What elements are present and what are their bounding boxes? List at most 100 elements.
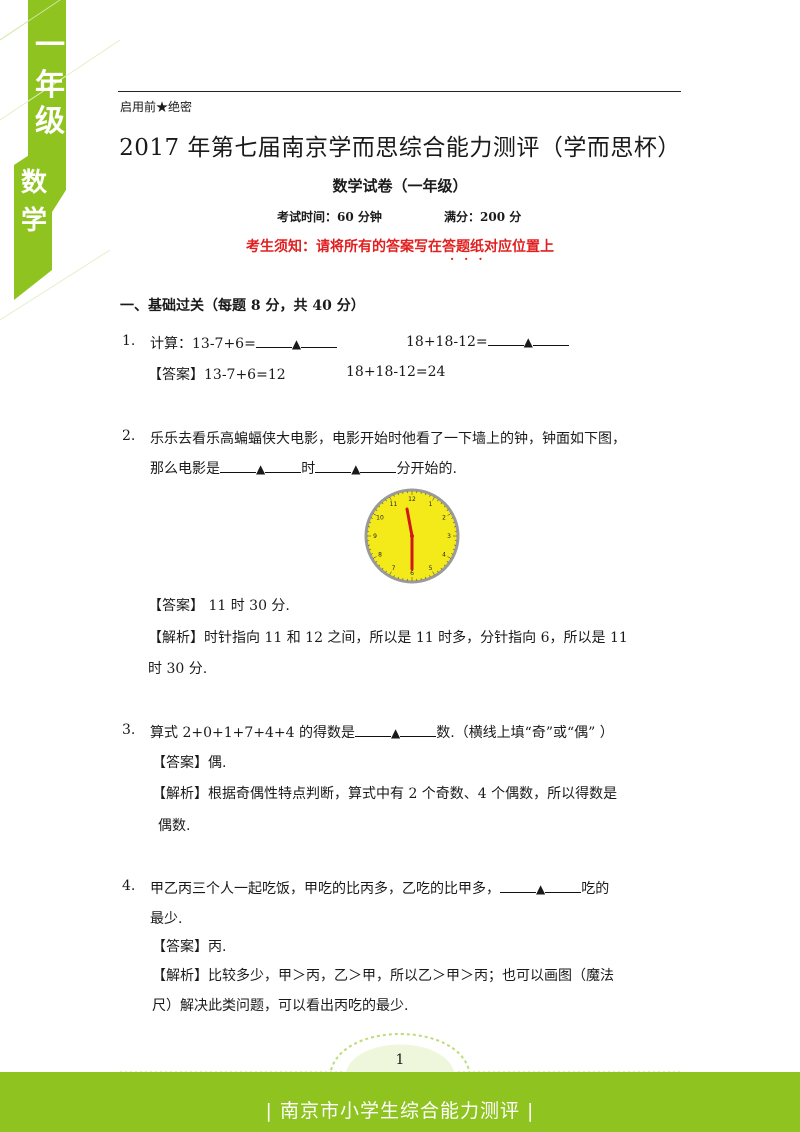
answer-blank — [265, 460, 302, 473]
banner-subject-char: 数 — [20, 168, 47, 198]
banner-grade-char: 年 — [35, 68, 65, 103]
clock-tick — [432, 496, 435, 501]
clock-tick — [367, 526, 370, 528]
clock-tick — [451, 517, 454, 519]
clock-tick — [370, 553, 373, 555]
q4-text-b: 吃的 — [581, 881, 610, 897]
triangle-icon: ▲ — [256, 462, 266, 476]
clock-tick — [420, 578, 422, 581]
triangle-icon: ▲ — [523, 335, 533, 349]
answer-text: 偶. — [208, 755, 227, 771]
question-4: 甲乙丙三个人一起吃饭，甲吃的比丙多，乙吃的比甲多， ▲ 吃的 — [150, 878, 609, 898]
triangle-icon: ▲ — [291, 337, 302, 351]
footer-bar — [0, 1072, 800, 1132]
triangle-icon: ▲ — [391, 726, 401, 740]
clock-number: 2 — [442, 515, 446, 522]
analysis-tag: 【解析】 — [152, 968, 208, 984]
page-title: 2017 年第七届南京学而思综合能力测评（学而思杯） — [119, 135, 681, 161]
analysis-tag: 【解析】 — [152, 786, 208, 802]
answer-blank — [255, 335, 292, 348]
clock-tick — [369, 549, 372, 551]
analysis-text: 比较多少，甲＞丙，乙＞甲，所以乙＞甲＞丙；也可以画图（魔法 — [208, 968, 614, 984]
clock-tick — [440, 567, 443, 570]
header-rule — [118, 91, 681, 92]
q2-text-c: 分开始的. — [396, 461, 457, 477]
clock-tick — [432, 571, 435, 576]
q1-answer-2: 18+18-12=24 — [346, 364, 446, 380]
answer-blank — [315, 460, 352, 473]
hour-hand — [405, 507, 414, 538]
clock-tick — [443, 564, 446, 567]
q1-expr2: 18+18-12= — [406, 334, 488, 350]
triangle-icon: ▲ — [536, 882, 546, 896]
q4-answer: 【答案】丙. — [152, 936, 226, 956]
answer-blank — [220, 460, 256, 473]
clock-tick — [402, 578, 404, 581]
answer-blank — [301, 335, 338, 348]
answer-blank — [400, 724, 437, 737]
answer-tag: 【答案】 — [152, 755, 208, 771]
triangle-icon: ▲ — [351, 462, 361, 476]
clock-tick — [389, 496, 392, 501]
clock-tick — [446, 561, 449, 563]
q2-text-b: 时 — [301, 461, 316, 477]
clock-tick — [372, 513, 377, 516]
clock-number: 12 — [408, 496, 416, 503]
clock-tick — [367, 544, 370, 546]
clock-number: 4 — [442, 552, 446, 559]
q2-text-a: 那么电影是 — [150, 461, 220, 477]
clock-tick — [389, 571, 392, 576]
q3-answer: 【答案】偶. — [152, 752, 226, 772]
clock-tick — [375, 561, 378, 563]
clock-tick — [437, 499, 439, 502]
clock-number: 11 — [390, 501, 398, 508]
section-title: 一、基础过关（每题 8 分，共 40 分） — [120, 298, 365, 314]
clock-tick — [425, 493, 427, 496]
exam-time: 考试时间：60 分钟 — [277, 210, 382, 224]
answer-blank — [355, 724, 391, 737]
q4-analysis-cont: 尺）解决此类问题，可以看出丙吃的最少. — [152, 998, 409, 1014]
clock-tick — [372, 556, 377, 559]
clock-tick — [393, 494, 395, 497]
q2-analysis-cont: 时 30 分. — [148, 661, 208, 677]
answer-blank — [545, 880, 582, 893]
q1-answer: 【答案】13-7+6=12 — [148, 364, 286, 384]
notice: 考生须知：请将所有的答案写在答题纸对应位置上 — [246, 239, 554, 255]
clock-tick — [381, 567, 384, 570]
banner-grade-char: 级 — [35, 104, 65, 139]
question-number: 2. — [122, 428, 136, 444]
answer-tag: 【答案】 — [148, 598, 204, 614]
analysis-text: 时针指向 11 和 12 之间，所以是 11 时多，分针指向 6，所以是 11 — [204, 630, 628, 646]
q2-line2: 那么电影是 ▲ 时 ▲ 分开始的. — [150, 458, 457, 478]
clock-tick — [402, 491, 404, 494]
clock-tick — [454, 526, 457, 528]
clock-tick — [385, 570, 387, 573]
q4-analysis: 【解析】比较多少，甲＞丙，乙＞甲，所以乙＞甲＞丙；也可以画图（魔法 — [152, 965, 614, 985]
banner-subject-char: 学 — [20, 206, 47, 236]
q3-analysis: 【解析】根据奇偶性特点判断，算式中有 2 个奇数、4 个偶数，所以得数是 — [152, 783, 617, 803]
clock-tick — [397, 576, 399, 579]
clock-tick — [429, 575, 431, 578]
q2-answer: 【答案】 11 时 30 分. — [148, 595, 290, 615]
clock-tick — [437, 570, 439, 573]
clock-number: 10 — [376, 515, 384, 522]
clock-number: 7 — [392, 565, 396, 572]
answer-text: 丙. — [208, 939, 227, 955]
clock-tick — [452, 549, 455, 551]
q2-analysis: 【解析】时针指向 11 和 12 之间，所以是 11 时多，分针指向 6，所以是… — [148, 627, 628, 647]
page-number: 1 — [395, 1052, 405, 1068]
clock-number: 6 — [410, 570, 414, 577]
q1-expr1: 计算：13-7+6= — [150, 336, 256, 352]
clock-tick — [378, 505, 381, 508]
question-1-part2: 18+18-12= ▲ — [406, 333, 569, 350]
question-number: 3. — [122, 722, 136, 738]
clock-number: 1 — [429, 501, 433, 508]
q3-analysis-cont: 偶数. — [158, 818, 191, 834]
clock-tick — [393, 575, 395, 578]
question-1: 计算：13-7+6= ▲ — [150, 333, 338, 353]
answer-tag: 【答案】 — [148, 367, 204, 383]
clock-tick — [378, 564, 381, 567]
q2-line1: 乐乐去看乐高蝙蝠侠大电影，电影开始时他看了一下墙上的钟，钟面如下图， — [150, 431, 626, 447]
q4-text-a: 甲乙丙三个人一起吃饭，甲吃的比丙多，乙吃的比甲多， — [150, 881, 500, 897]
